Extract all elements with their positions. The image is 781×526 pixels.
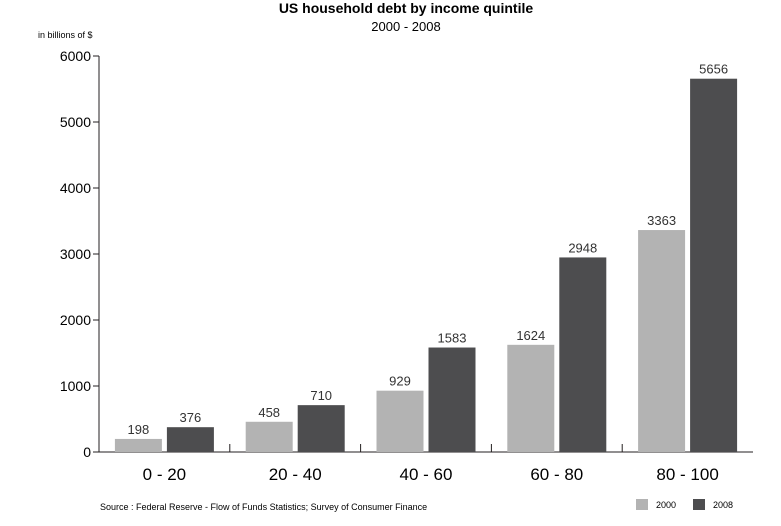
data-label: 458 bbox=[258, 405, 280, 420]
bar-2000-0 bbox=[114, 438, 162, 452]
x-category-label: 60 - 80 bbox=[530, 465, 583, 484]
data-label: 2948 bbox=[568, 240, 597, 255]
data-label: 710 bbox=[310, 388, 332, 403]
bar-2008-0 bbox=[166, 427, 214, 452]
data-label: 198 bbox=[128, 422, 150, 437]
bar-2000-2 bbox=[376, 390, 424, 452]
data-label: 376 bbox=[180, 410, 202, 425]
data-label: 929 bbox=[389, 374, 411, 389]
data-label: 1583 bbox=[438, 331, 467, 346]
x-category-label: 0 - 20 bbox=[143, 465, 186, 484]
bars: 198 376 458 710 929 1583 1624 2948 3363 5656 bbox=[114, 62, 738, 452]
y-axis-unit-label: in billions of $ bbox=[38, 30, 93, 40]
data-label: 1624 bbox=[516, 328, 545, 343]
y-tick-label: 2000 bbox=[60, 312, 91, 328]
x-axis-categories: 0 - 20 20 - 40 40 - 60 60 - 80 80 - 100 bbox=[143, 444, 719, 484]
data-label: 5656 bbox=[699, 62, 728, 77]
y-axis-ticks: 0 1000 2000 3000 4000 5000 6000 bbox=[60, 48, 99, 460]
y-tick-label: 0 bbox=[83, 444, 91, 460]
legend-label: 2008 bbox=[713, 500, 733, 510]
x-category-label: 80 - 100 bbox=[656, 465, 718, 484]
x-category-label: 40 - 60 bbox=[400, 465, 453, 484]
bar-2000-1 bbox=[245, 421, 293, 452]
legend: 2000 2008 bbox=[636, 499, 733, 510]
y-tick-label: 5000 bbox=[60, 114, 91, 130]
chart-title: US household debt by income quintile bbox=[279, 0, 534, 16]
bar-2000-4 bbox=[638, 230, 686, 452]
data-label: 3363 bbox=[647, 213, 676, 228]
x-category-label: 20 - 40 bbox=[269, 465, 322, 484]
bar-2008-2 bbox=[428, 347, 476, 452]
y-tick-label: 1000 bbox=[60, 378, 91, 394]
bar-2008-3 bbox=[559, 257, 607, 452]
chart-subtitle: 2000 - 2008 bbox=[371, 19, 440, 34]
y-tick-label: 3000 bbox=[60, 246, 91, 262]
legend-label: 2000 bbox=[656, 500, 676, 510]
y-tick-label: 6000 bbox=[60, 48, 91, 64]
legend-swatch bbox=[693, 499, 705, 510]
bar-2008-1 bbox=[297, 405, 345, 452]
bar-2000-3 bbox=[507, 344, 555, 452]
source-note: Source : Federal Reserve - Flow of Funds… bbox=[100, 502, 427, 512]
legend-swatch bbox=[636, 499, 648, 510]
bar-2008-4 bbox=[690, 78, 738, 452]
y-tick-label: 4000 bbox=[60, 180, 91, 196]
